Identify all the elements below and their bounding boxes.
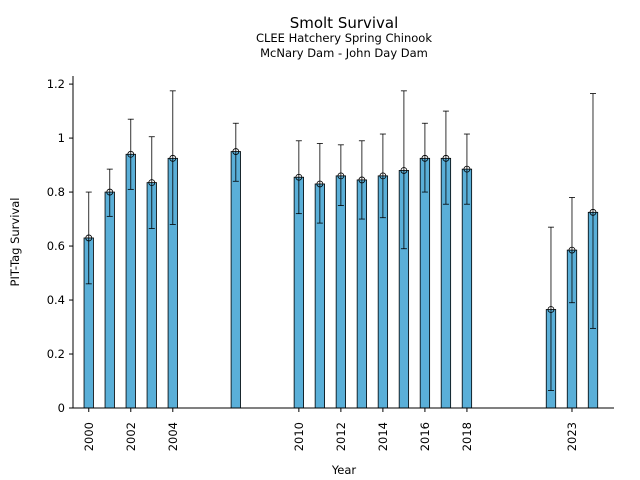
point-marker-2016 [421, 154, 429, 162]
bar-2012 [335, 175, 347, 409]
y-tick-label: 1 [58, 131, 65, 145]
error-bar-2000 [85, 191, 92, 285]
bar-2018 [461, 168, 473, 409]
point-marker-2003 [148, 179, 156, 187]
point-marker-2015 [400, 167, 408, 174]
x-tick-label: 2023 [565, 422, 579, 451]
error-bars-layer [85, 90, 596, 391]
error-bar-2014 [379, 133, 386, 219]
y-tick-label: 0.6 [47, 239, 65, 253]
y-tick-label: 1.2 [47, 77, 65, 91]
x-tick-label: 2002 [124, 422, 138, 451]
y-tick-label: 0 [58, 401, 65, 415]
x-tick-label: 2018 [460, 422, 474, 451]
y-tick-label: 0.2 [47, 347, 65, 361]
error-bar-2023 [568, 197, 575, 304]
error-bar-2002 [127, 118, 134, 190]
point-markers-layer [85, 148, 597, 313]
point-marker-2022 [547, 306, 555, 313]
y-tick-label: 0.4 [47, 293, 65, 307]
x-ticks-layer: 2000 2002 2004 2010 2012 2014 2016 2018 2023 [82, 408, 579, 451]
point-marker-2012 [337, 172, 345, 180]
x-tick-label: 2016 [418, 422, 432, 451]
bar-2007 [230, 151, 241, 409]
y-ticks-layer: 0 0.2 0.4 0.6 0.8 1 1.2 [47, 77, 73, 415]
y-axis-label: PIT-Tag Survival [8, 198, 22, 287]
error-bar-2001 [106, 168, 113, 217]
y-tick-label: 0.8 [47, 185, 65, 199]
chart-subtitle-line-2: McNary Dam - John Day Dam [260, 46, 428, 60]
x-tick-label: 2000 [82, 422, 96, 451]
chart-subtitle-line-1: CLEE Hatchery Spring Chinook [256, 31, 432, 45]
point-marker-2024 [589, 208, 597, 216]
error-bar-2010 [295, 140, 302, 215]
x-tick-label: 2014 [376, 422, 390, 451]
point-marker-2004 [169, 154, 177, 162]
point-marker-2018 [463, 165, 471, 173]
point-marker-2013 [358, 176, 366, 184]
x-tick-label: 2012 [334, 422, 348, 451]
error-bar-2016 [421, 122, 428, 193]
point-marker-2001 [106, 188, 114, 196]
x-axis-label: Year [331, 463, 357, 477]
point-marker-2011 [316, 180, 324, 188]
error-bar-2015 [400, 90, 407, 250]
bar-2001 [104, 191, 115, 409]
point-marker-2023 [568, 246, 576, 254]
point-marker-2017 [442, 154, 450, 162]
error-bar-2018 [463, 133, 470, 205]
point-marker-2014 [379, 172, 387, 180]
error-bar-2017 [442, 110, 449, 205]
x-tick-label: 2004 [166, 422, 180, 451]
point-marker-2002 [127, 150, 135, 158]
error-bar-2012 [337, 144, 344, 206]
error-bar-2013 [358, 140, 365, 220]
point-marker-2007 [232, 148, 240, 155]
point-marker-2010 [295, 173, 303, 181]
error-bar-2007 [232, 122, 239, 182]
error-bar-2003 [148, 136, 155, 229]
error-bar-2024 [589, 93, 596, 329]
point-marker-2000 [85, 234, 93, 242]
error-bar-2004 [169, 90, 176, 225]
x-tick-label: 2010 [292, 422, 306, 451]
bar-2002 [125, 153, 136, 409]
error-bar-2022 [547, 226, 554, 391]
chart-title: Smolt Survival [290, 14, 399, 32]
error-bar-2011 [316, 143, 323, 224]
bar-2016 [419, 157, 431, 409]
